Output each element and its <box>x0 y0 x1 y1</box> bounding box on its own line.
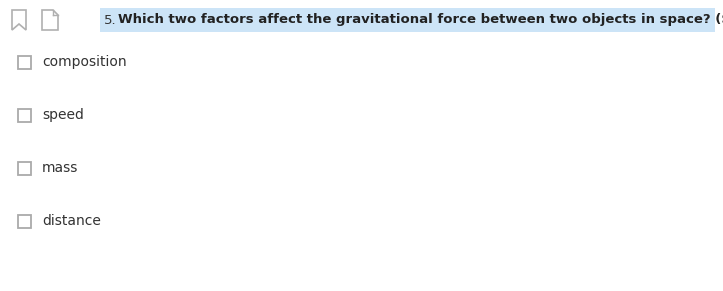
Text: speed: speed <box>42 108 84 122</box>
Text: mass: mass <box>42 161 78 175</box>
Text: 5.: 5. <box>104 13 116 26</box>
Text: distance: distance <box>42 214 101 228</box>
Text: composition: composition <box>42 55 127 69</box>
FancyBboxPatch shape <box>100 8 715 32</box>
Text: Which two factors affect the gravitational force between two objects in space? (: Which two factors affect the gravitation… <box>118 13 723 26</box>
